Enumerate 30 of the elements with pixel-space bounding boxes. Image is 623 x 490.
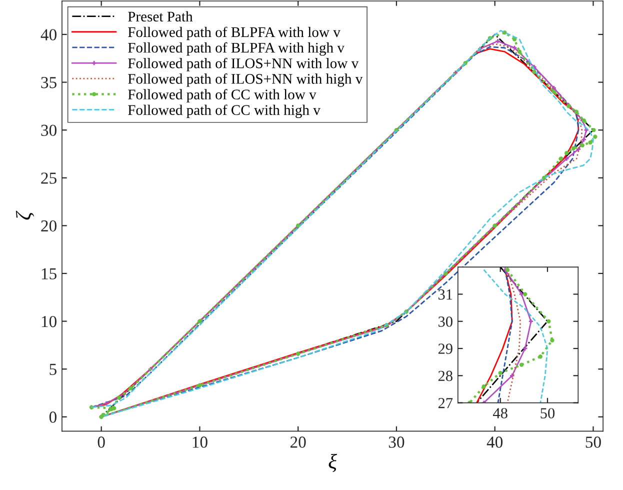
x-tick-label: 0 [98,436,105,448]
y-tick-label: 40 [40,29,56,40]
legend-label: Followed path of ILOS+NN with high v [128,73,363,87]
y-tick-label: 10 [42,316,56,328]
y-tick-label: 20 [41,220,56,232]
legend-label: Followed path of ILOS+NN with low v [128,58,359,72]
legend-label: Followed path of BLPFA with high v [128,42,344,56]
legend-label: Followed path of BLPFA with low v [128,26,340,40]
x-tick-label: 50 [540,408,555,418]
y-tick-label: 5 [50,364,56,376]
x-tick-label: 48 [493,408,508,418]
y-tick-label: 35 [41,76,56,88]
y-tick-label: 30 [41,124,56,136]
x-axis-title: ξ [328,454,337,472]
legend-label: Followed path of CC with low v [128,89,316,102]
y-tick-label: 25 [41,172,56,184]
legend-label: Followed path of CC with high v [128,104,320,118]
x-tick-label: 20 [290,436,306,448]
y-tick-label: 31 [438,289,452,300]
legend-label: Preset Path [128,11,193,22]
x-tick-label: 50 [586,436,601,448]
y-tick-label: 29 [438,344,452,354]
y-tick-label: 15 [42,268,56,280]
x-tick-label: 10 [192,436,208,448]
y-tick-label: 27 [438,398,453,408]
y-tick-label: 28 [438,370,452,382]
y-axis-title: ζ [16,210,34,220]
x-tick-label: 40 [486,436,503,448]
x-tick-label: 30 [388,436,404,448]
y-tick-label: 30 [438,316,452,327]
